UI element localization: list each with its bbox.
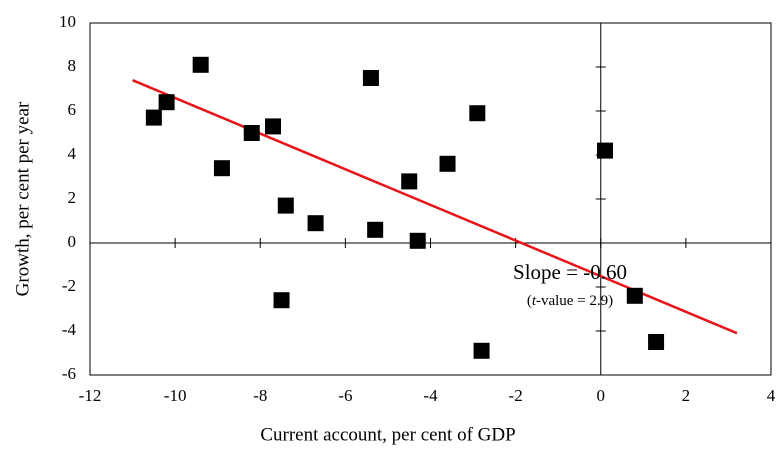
x-tick-label: -12 — [79, 386, 102, 405]
annotation: Slope = -0.60 — [513, 260, 627, 284]
y-tick-label: 0 — [68, 232, 77, 251]
point — [439, 155, 456, 172]
x-tick-label: -10 — [164, 386, 187, 405]
y-tick-label: -6 — [62, 364, 76, 383]
point — [145, 109, 162, 126]
point — [273, 292, 290, 309]
x-tick-label: -6 — [338, 386, 352, 405]
y-axis-label: Growth, per cent per year — [12, 101, 33, 296]
point — [401, 173, 418, 190]
point — [243, 125, 260, 141]
x-axis-label: Current account, per cent of GDP — [260, 424, 515, 445]
x-tick-label: 0 — [597, 386, 606, 405]
x-tick-label: -8 — [253, 386, 267, 405]
x-tick-label: -4 — [423, 386, 438, 405]
y-tick-label: -2 — [62, 276, 76, 295]
point — [277, 197, 294, 214]
x-tick-label: 2 — [682, 386, 691, 405]
y-tick-label: -4 — [62, 320, 77, 339]
plot-frame — [89, 22, 772, 376]
annotation-note-part: -value = 2.9) — [536, 293, 613, 309]
fit-line — [132, 79, 738, 335]
y-tick-label: 6 — [68, 100, 77, 119]
annotation-note-part: ( — [527, 293, 532, 309]
y-tick-label: 10 — [59, 12, 76, 31]
y-tick-label: 8 — [68, 56, 77, 75]
annotation-note-part: t — [532, 293, 537, 309]
point — [192, 56, 209, 73]
point — [597, 142, 614, 159]
x-tick-label: 4 — [767, 386, 776, 405]
point — [307, 215, 324, 232]
point — [265, 118, 282, 135]
annotation-note: (t-value = 2.9) — [527, 293, 613, 309]
point — [473, 342, 490, 359]
y-tick-label: 2 — [68, 188, 77, 207]
point — [362, 70, 379, 86]
point — [648, 334, 665, 350]
y-tick-label: 4 — [68, 144, 77, 163]
point — [158, 94, 175, 111]
point — [469, 105, 486, 122]
x-tick-label: -2 — [509, 386, 523, 405]
point — [367, 221, 384, 238]
point — [213, 160, 230, 177]
point — [626, 287, 643, 304]
point — [409, 232, 426, 249]
